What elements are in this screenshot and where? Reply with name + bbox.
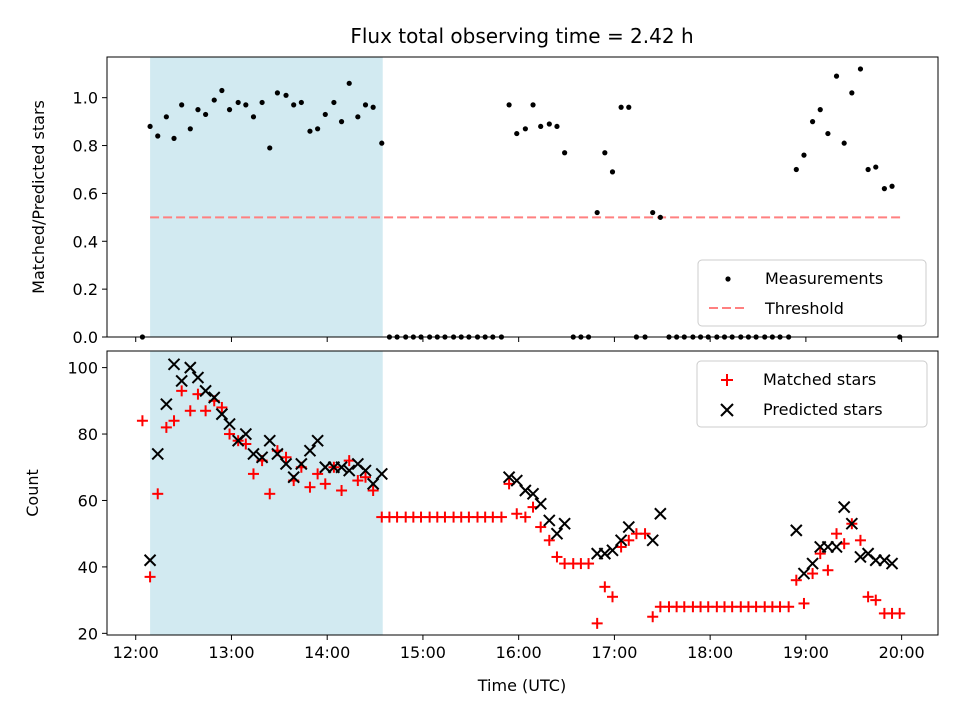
measurement-point <box>179 102 184 107</box>
measurement-point <box>291 102 296 107</box>
measurement-point <box>267 145 272 150</box>
measurement-point <box>323 112 328 117</box>
measurement-point <box>283 93 288 98</box>
x-tick-label: 13:00 <box>208 643 254 662</box>
measurement-point <box>363 102 368 107</box>
measurement-point <box>212 97 217 102</box>
legend-predicted-label: Predicted stars <box>763 400 883 419</box>
top-highlight-span <box>150 57 383 337</box>
bottom-panel-count: 20 40 60 80 100 12:00 13:00 14:00 15:00 16:00 17:… <box>23 351 938 695</box>
x-tick-label: 17:00 <box>591 643 637 662</box>
measurement-point <box>339 119 344 124</box>
y-tick-label: 40 <box>78 558 98 577</box>
measurement-point <box>506 102 511 107</box>
measurement-point <box>236 100 241 105</box>
measurement-point <box>299 100 304 105</box>
measurement-point <box>547 121 552 126</box>
measurement-point <box>147 124 152 129</box>
measurement-point <box>307 129 312 134</box>
y-tick-label: 20 <box>78 624 98 643</box>
x-tick-label: 19:00 <box>783 643 829 662</box>
measurement-point <box>331 100 336 105</box>
measurement-point <box>259 100 264 105</box>
measurement-point <box>188 126 193 131</box>
measurement-point <box>882 186 887 191</box>
measurement-point <box>243 102 248 107</box>
measurement-point <box>371 105 376 110</box>
measurement-point <box>825 131 830 136</box>
x-axis-label: Time (UTC) <box>477 676 566 695</box>
measurement-point <box>347 81 352 86</box>
bottom-legend: Matched stars Predicted stars <box>697 361 927 427</box>
y-tick-label: 100 <box>67 359 98 378</box>
y-tick-label: 60 <box>78 491 98 510</box>
measurement-point <box>834 74 839 79</box>
measurement-point <box>530 102 535 107</box>
measurement-point <box>842 141 847 146</box>
measurement-point <box>626 105 631 110</box>
bottom-y-axis-label: Count <box>23 469 42 517</box>
measurement-point <box>275 90 280 95</box>
measurement-point <box>203 112 208 117</box>
y-tick-label: 0.6 <box>73 184 98 203</box>
legend-matched-label: Matched stars <box>763 370 876 389</box>
measurement-point <box>602 150 607 155</box>
measurement-point <box>801 153 806 158</box>
measurement-point <box>562 150 567 155</box>
measurement-point <box>849 90 854 95</box>
measurement-point <box>818 107 823 112</box>
measurement-point <box>355 114 360 119</box>
measurement-point <box>379 141 384 146</box>
measurement-point <box>810 119 815 124</box>
x-tick-label: 20:00 <box>879 643 925 662</box>
measurement-point <box>650 210 655 215</box>
y-tick-label: 0.4 <box>73 232 98 251</box>
measurement-point <box>866 167 871 172</box>
chart-figure: Flux total observing time = 2.42 h 0.00.… <box>0 0 960 720</box>
y-tick-label: 80 <box>78 425 98 444</box>
measurement-point <box>227 107 232 112</box>
measurement-point <box>251 114 256 119</box>
measurement-point <box>155 133 160 138</box>
x-tick-label: 16:00 <box>496 643 542 662</box>
measurement-point <box>164 114 169 119</box>
measurement-point <box>315 126 320 131</box>
x-tick-label: 12:00 <box>113 643 159 662</box>
measurement-point <box>858 66 863 71</box>
measurement-point <box>554 124 559 129</box>
measurement-point <box>873 164 878 169</box>
top-y-axis-label: Matched/Predicted stars <box>29 100 48 294</box>
x-tick-label: 14:00 <box>304 643 350 662</box>
x-tick-label: 18:00 <box>687 643 733 662</box>
measurement-point <box>171 136 176 141</box>
measurement-point <box>794 167 799 172</box>
chart-title: Flux total observing time = 2.42 h <box>350 24 693 48</box>
measurement-point <box>514 131 519 136</box>
measurement-point <box>595 210 600 215</box>
measurement-point <box>538 124 543 129</box>
measurement-point <box>658 215 663 220</box>
x-tick-label: 15:00 <box>400 643 446 662</box>
y-tick-label: 0.8 <box>73 137 98 156</box>
top-legend: Measurements Threshold <box>698 260 926 326</box>
legend-measurements-marker <box>725 276 730 281</box>
measurement-point <box>619 105 624 110</box>
measurement-point <box>889 184 894 189</box>
legend-measurements-label: Measurements <box>765 269 883 288</box>
measurement-point <box>219 88 224 93</box>
measurement-point <box>610 169 615 174</box>
legend-threshold-label: Threshold <box>764 299 844 318</box>
top-panel-ratio: 0.0 0.2 0.4 0.6 0.8 1.0 Matched/Predicted sta… <box>29 57 938 347</box>
measurement-point <box>523 126 528 131</box>
y-tick-label: 0.0 <box>73 328 98 347</box>
y-tick-label: 0.2 <box>73 280 98 299</box>
y-tick-label: 1.0 <box>73 89 98 108</box>
measurement-point <box>195 107 200 112</box>
